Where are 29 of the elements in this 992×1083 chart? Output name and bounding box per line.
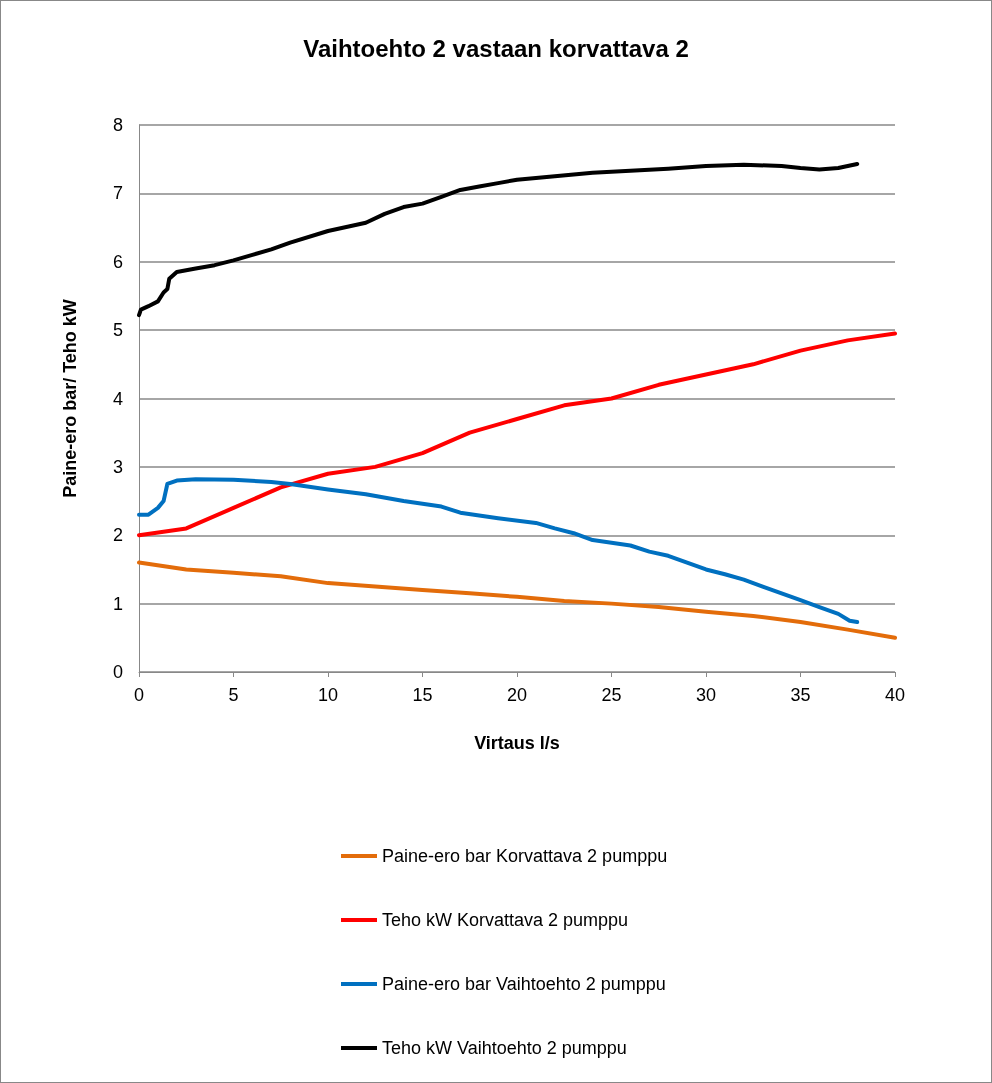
y-axis-title: Paine-ero bar/ Teho kW: [60, 299, 80, 498]
line-series: [137, 161, 860, 318]
line-series: [137, 477, 860, 625]
x-tick-label: 40: [884, 685, 906, 705]
line-series: [137, 560, 897, 640]
y-tick-label: 3: [112, 456, 123, 477]
x-tick-label: 0: [133, 685, 145, 705]
x-tick-label: 15: [412, 685, 433, 705]
legend-label: Teho kW Korvattava 2 pumppu: [382, 910, 629, 930]
y-tick-label: 7: [112, 183, 123, 204]
x-tick-label: 35: [790, 685, 811, 705]
y-tick-label: 4: [112, 388, 123, 409]
x-tick-label: 10: [317, 685, 339, 705]
x-axis-title: Virtaus l/s: [474, 733, 560, 753]
y-tick-label: 1: [112, 593, 123, 614]
x-tick-label: 25: [601, 685, 622, 705]
y-tick-label: 8: [112, 115, 123, 135]
y-tick-label: 2: [112, 525, 123, 546]
legend-label: Paine-ero bar Korvattava 2 pumppu: [382, 846, 668, 866]
y-tick-label: 5: [112, 320, 123, 341]
x-tick-label: 5: [228, 685, 239, 705]
x-tick-label: 30: [695, 685, 717, 705]
line-series: [137, 331, 897, 538]
legend-label: Paine-ero bar Vaihtoehto 2 pumppu: [382, 974, 666, 994]
legend-label: Teho kW Vaihtoehto 2 pumppu: [382, 1038, 627, 1058]
y-tick-label: 6: [112, 251, 123, 272]
x-tick-label: 20: [506, 685, 528, 705]
y-tick-label: 0: [112, 662, 123, 682]
chart-title: Vaihtoehto 2 vastaan korvattava 2: [303, 34, 689, 62]
